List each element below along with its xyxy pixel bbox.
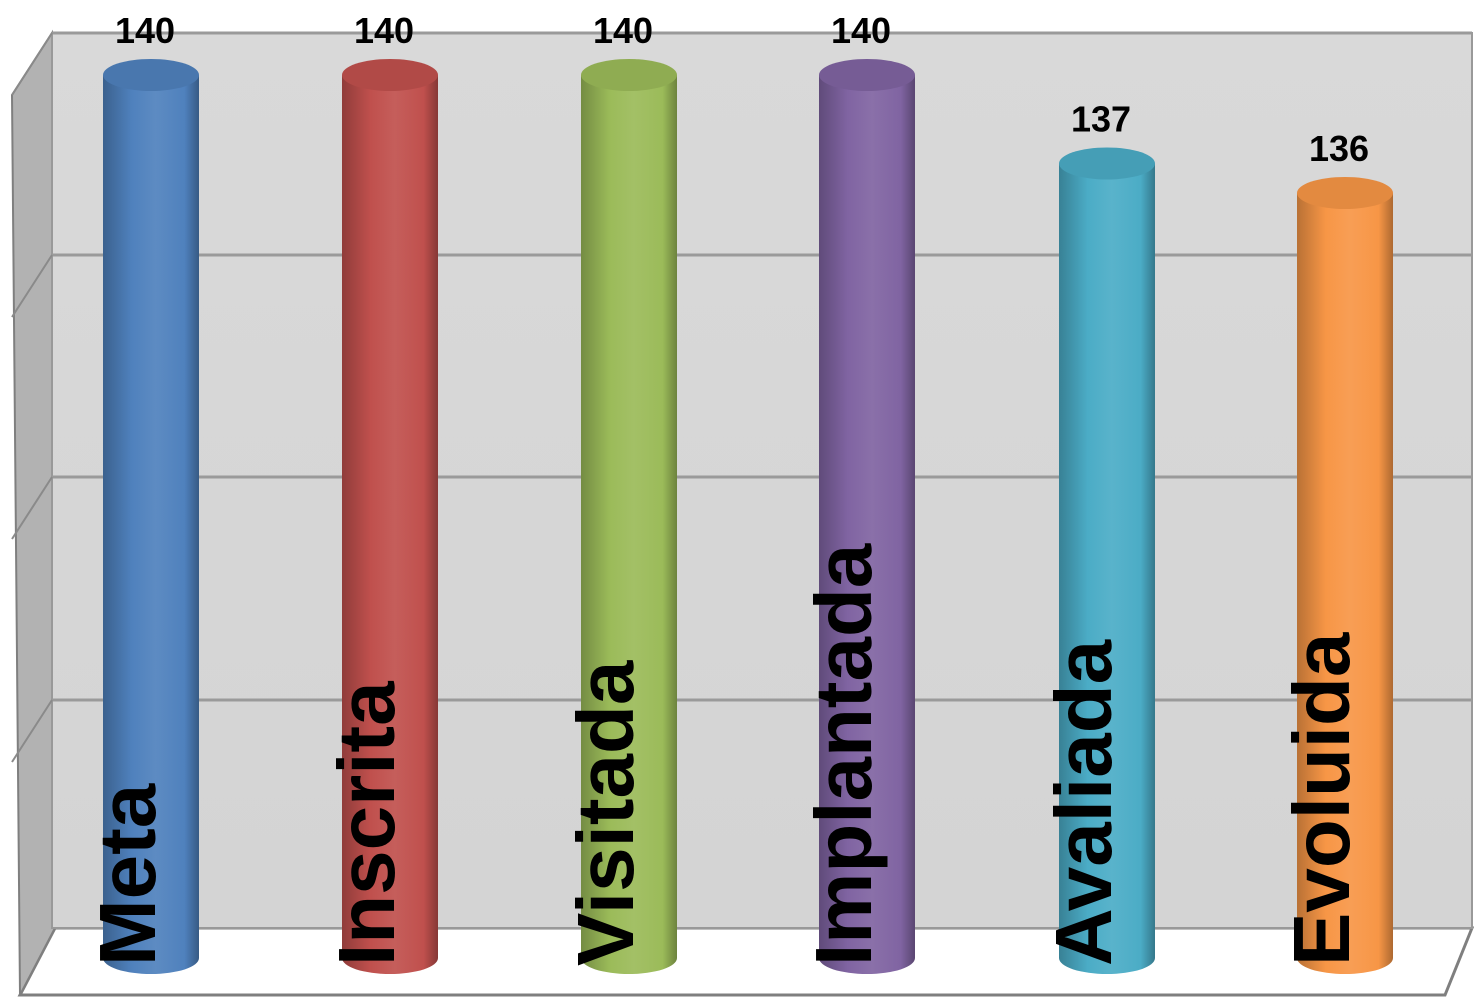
category-label: Evoluida — [1277, 632, 1366, 966]
gridline-side — [11, 699, 53, 763]
chart-side-wall — [10, 29, 57, 996]
bar-top — [819, 59, 915, 91]
data-label: 137 — [1071, 99, 1131, 140]
bar-body — [1059, 163, 1155, 974]
bar-body — [819, 75, 915, 974]
gridline-side — [11, 476, 53, 540]
bar-top — [103, 59, 199, 91]
bar-top — [581, 59, 677, 91]
category-label: Meta — [83, 783, 172, 966]
category-labels: Meta Inscrita Visitada Implantada Avaliada Ev… — [83, 543, 1366, 966]
bar-inscrita — [342, 59, 438, 974]
category-label: Inscrita — [322, 681, 411, 966]
bar-meta — [103, 59, 199, 974]
bars — [103, 59, 1393, 974]
data-label: 140 — [593, 10, 653, 51]
gridlines — [11, 31, 1472, 763]
bar-evoluida — [1297, 177, 1393, 974]
bar-implantada — [819, 59, 915, 974]
bar-body — [342, 75, 438, 974]
category-label: Avaliada — [1039, 639, 1128, 966]
bar-avaliada — [1059, 147, 1155, 974]
bar-body — [103, 75, 199, 974]
value-labels: 140 140 140 140 137 136 — [115, 10, 1369, 169]
bar-top — [1297, 177, 1393, 209]
bar-body — [581, 75, 677, 974]
bar-body — [1297, 193, 1393, 974]
data-label: 140 — [354, 10, 414, 51]
bar-visitada — [581, 59, 677, 974]
data-label: 140 — [831, 10, 891, 51]
bar-top — [1059, 147, 1155, 180]
gridline-side — [11, 254, 53, 318]
bar-top — [342, 59, 438, 91]
data-label: 140 — [115, 10, 175, 51]
chart-back-wall — [51, 32, 1473, 929]
category-label: Implantada — [799, 543, 888, 966]
data-label: 136 — [1309, 128, 1369, 169]
gridline-side — [11, 32, 53, 96]
chart-floor — [17, 926, 1474, 997]
category-label: Visitada — [561, 660, 650, 966]
